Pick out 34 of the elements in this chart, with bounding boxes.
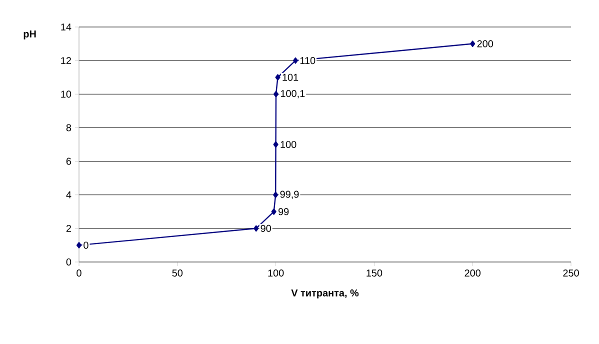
point xyxy=(254,225,259,232)
y-tick-label: 8 xyxy=(66,124,72,132)
x-tick-label: 0 xyxy=(76,270,82,277)
annotation: 90 xyxy=(260,224,272,232)
point xyxy=(271,208,276,215)
point xyxy=(273,192,278,198)
point xyxy=(470,40,476,47)
y-tick-label: 0 xyxy=(66,258,72,266)
y-tick-label: 6 xyxy=(66,158,72,165)
annotation: 100,1 xyxy=(280,90,305,98)
annotation: 0 xyxy=(84,242,88,249)
point xyxy=(275,74,280,81)
x-axis-title: V титранта, % xyxy=(291,289,359,298)
x-tick-label: 150 xyxy=(366,270,382,277)
annotation: 110 xyxy=(300,57,316,64)
x-tick-label: 250 xyxy=(563,270,579,277)
annotation: 99,9 xyxy=(280,190,299,199)
y-tick-label: 12 xyxy=(61,57,71,64)
annotation: 100 xyxy=(280,140,296,148)
y-tick-label: 14 xyxy=(61,24,72,30)
annotation: 99 xyxy=(278,208,289,216)
x-tick-label: 100 xyxy=(268,270,284,277)
point xyxy=(273,90,279,98)
point xyxy=(76,242,82,248)
annotation: 101 xyxy=(282,74,298,81)
point xyxy=(273,141,278,148)
annotation: 200 xyxy=(477,40,494,48)
y-tick-label: 10 xyxy=(61,90,72,98)
y-tick-label: 2 xyxy=(66,224,71,232)
point xyxy=(292,57,298,64)
x-tick-label: 200 xyxy=(464,270,481,277)
y-axis-title: pH xyxy=(24,30,36,40)
y-tick-label: 4 xyxy=(66,191,72,198)
x-tick-label: 50 xyxy=(172,270,183,277)
